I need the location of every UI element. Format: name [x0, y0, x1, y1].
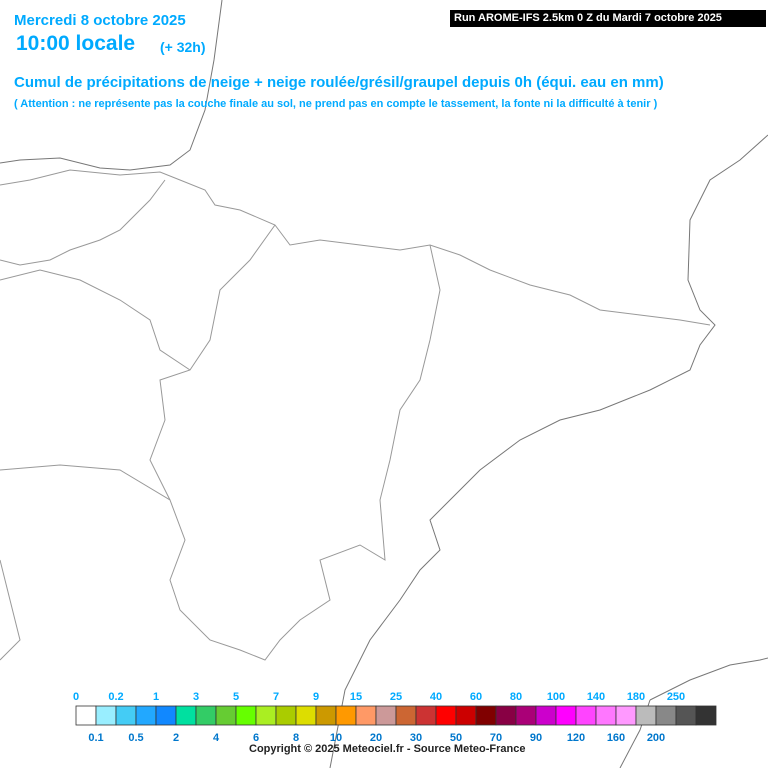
offset: (+ 32h)	[160, 39, 206, 55]
legend-label: 5	[233, 691, 239, 703]
legend-swatch	[675, 705, 697, 726]
legend-swatch	[475, 705, 497, 726]
legend-label: 120	[567, 732, 585, 744]
legend-swatch	[315, 705, 337, 726]
legend-label: 2	[173, 732, 179, 744]
legend-swatch	[255, 705, 277, 726]
legend-swatch	[375, 705, 397, 726]
legend-label: 15	[350, 691, 362, 703]
legend-swatch	[235, 705, 257, 726]
legend-swatch	[415, 705, 437, 726]
legend-swatch	[695, 705, 717, 726]
note: ( Attention : ne représente pas la couch…	[14, 98, 658, 110]
legend-swatch	[115, 705, 137, 726]
legend-label: 3	[193, 691, 199, 703]
legend-swatch	[175, 705, 197, 726]
legend-label: 9	[313, 691, 319, 703]
legend-swatch	[195, 705, 217, 726]
legend-swatch	[555, 705, 577, 726]
legend-label: 60	[470, 691, 482, 703]
date: Mercredi 8 octobre 2025	[14, 12, 186, 29]
legend-label: 25	[390, 691, 402, 703]
legend-label: 180	[627, 691, 645, 703]
legend-swatch	[75, 705, 97, 726]
legend-label: 140	[587, 691, 605, 703]
legend-swatch	[435, 705, 457, 726]
legend-swatch	[575, 705, 597, 726]
coastline	[0, 0, 223, 171]
legend-label: 6	[253, 732, 259, 744]
legend-swatch	[155, 705, 177, 726]
copyright: Copyright © 2025 Meteociel.fr - Source M…	[249, 743, 526, 755]
legend-swatch	[655, 705, 677, 726]
border	[0, 169, 711, 326]
legend-label: 160	[607, 732, 625, 744]
legend-label: 8	[293, 732, 299, 744]
coastline	[329, 134, 768, 768]
title: Cumul de précipitations de neige + neige…	[14, 74, 664, 91]
legend-label: 200	[647, 732, 665, 744]
legend-swatch	[135, 705, 157, 726]
legend-swatch	[615, 705, 637, 726]
legend-label: 50	[450, 732, 462, 744]
legend-swatch	[495, 705, 517, 726]
legend-swatch	[335, 705, 357, 726]
time: 10:00 locale	[16, 32, 136, 55]
legend-label: 0.5	[128, 732, 143, 744]
legend-label: 80	[510, 691, 522, 703]
legend-swatch	[95, 705, 117, 726]
border	[0, 179, 166, 266]
legend-swatch	[595, 705, 617, 726]
legend-label: 30	[410, 732, 422, 744]
legend-swatch	[535, 705, 557, 726]
legend-label: 0.2	[108, 691, 123, 703]
legend-swatch	[215, 705, 237, 726]
border	[0, 244, 441, 661]
legend-label: 100	[547, 691, 565, 703]
run-info: Run AROME-IFS 2.5km 0 Z du Mardi 7 octob…	[450, 10, 766, 27]
legend-label: 7	[273, 691, 279, 703]
legend-label: 0.1	[88, 732, 103, 744]
legend-swatch	[635, 705, 657, 726]
legend-label: 40	[430, 691, 442, 703]
legend-swatch	[455, 705, 477, 726]
legend-swatch	[395, 705, 417, 726]
legend-swatch	[355, 705, 377, 726]
border	[0, 559, 21, 661]
legend-label: 20	[370, 732, 382, 744]
border	[0, 269, 191, 371]
legend-label: 0	[73, 691, 79, 703]
legend-label: 10	[330, 732, 342, 744]
legend-label: 1	[153, 691, 159, 703]
legend-swatch	[275, 705, 297, 726]
legend-label: 250	[667, 691, 685, 703]
legend-swatch	[295, 705, 317, 726]
legend-label: 4	[213, 732, 220, 744]
legend-label: 90	[530, 732, 542, 744]
legend-label: 70	[490, 732, 502, 744]
legend-swatch	[515, 705, 537, 726]
